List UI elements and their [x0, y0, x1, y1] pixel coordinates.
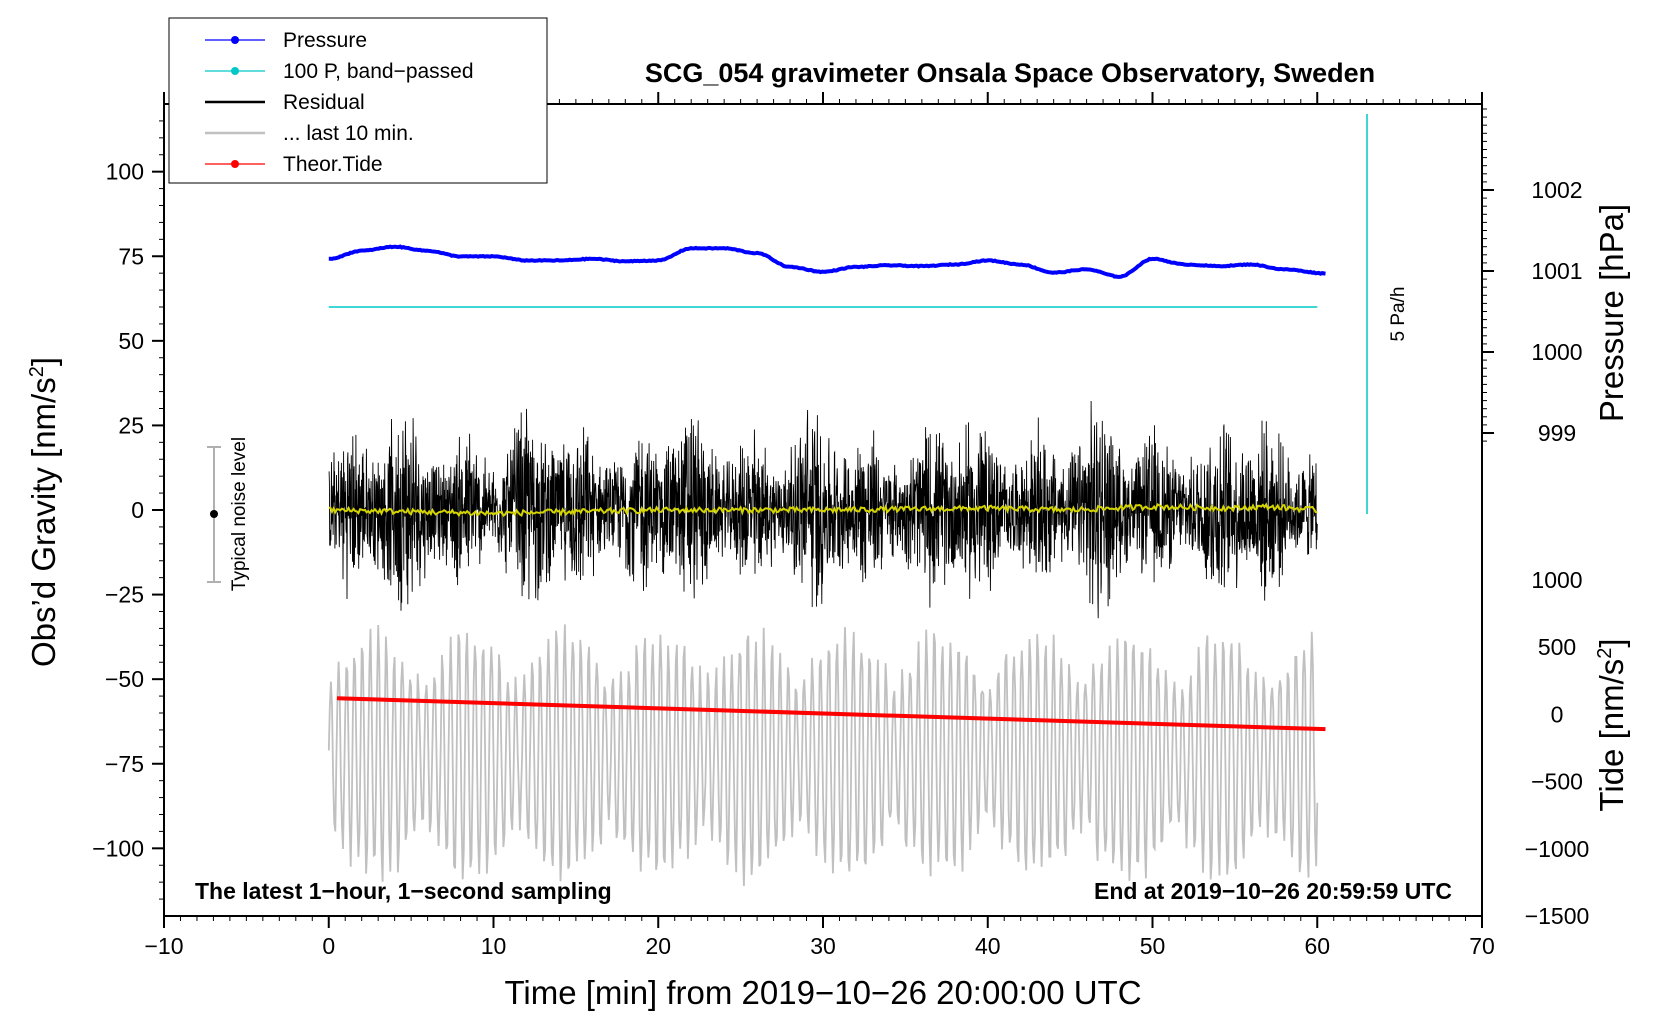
tide-tick-label: −500 [1531, 769, 1583, 795]
tide-tick-label: −1000 [1525, 836, 1590, 862]
noise-level-label: Typical noise level [229, 437, 250, 591]
x-tick-label: 10 [481, 933, 507, 959]
series-pressure [328, 244, 1326, 279]
x-axis-title: Time [min] from 2019−10−26 20:00:00 UTC [504, 974, 1141, 1011]
y-tick-label: −25 [105, 582, 144, 608]
x-tick-label: 30 [810, 933, 836, 959]
end-time-note: End at 2019−10−26 20:59:59 UTC [1094, 878, 1452, 904]
tide-tick-label: 500 [1538, 634, 1576, 660]
y-tick-label: −100 [92, 835, 144, 861]
tide-tick-label: −1500 [1525, 903, 1590, 929]
legend: Pressure 100 P, band−passed Residual ... la… [168, 17, 548, 184]
pressure-tick-label: 1002 [1531, 177, 1582, 203]
chart-title: SCG_054 gravimeter Onsala Space Observat… [645, 58, 1375, 88]
legend-label: Residual [283, 91, 365, 114]
x-tick-label: 60 [1304, 933, 1330, 959]
legend-label: 100 P, band−passed [283, 60, 474, 83]
x-tick-label: 70 [1469, 933, 1495, 959]
y-tick-label: 75 [118, 243, 144, 269]
noise-level-indicator [207, 446, 221, 583]
series-residual [328, 400, 1318, 619]
x-tick-label: −10 [144, 933, 183, 959]
y-tick-label: 0 [131, 497, 144, 523]
noise-bar-dot [210, 510, 218, 518]
tide-tick-label: 1000 [1531, 567, 1582, 593]
y-axis-tide-title: Tide [nm/s2] [1593, 638, 1630, 811]
y-tick-label: −75 [105, 751, 144, 777]
x-tick-label: 0 [322, 933, 335, 959]
x-tick-label: 40 [975, 933, 1001, 959]
y-tick-label: −50 [105, 666, 144, 692]
legend-label: ... last 10 min. [283, 122, 414, 145]
series-residual-smoothed [328, 502, 1318, 518]
legend-marker [231, 36, 239, 44]
y-axis-pressure-title: Pressure [hPa] [1593, 204, 1630, 422]
series-last-10-min [327, 624, 1319, 887]
x-tick-label: 20 [645, 933, 671, 959]
pressure-tick-label: 1001 [1531, 258, 1582, 284]
sampling-note: The latest 1−hour, 1−second sampling [195, 878, 612, 904]
y-axis-left-title: Obs’d Gravity [nm/s2] [25, 357, 62, 667]
legend-label: Theor.Tide [283, 153, 383, 176]
pressure-tick-label: 1000 [1531, 339, 1582, 365]
legend-marker [231, 160, 239, 168]
pressure-tick-label: 999 [1538, 420, 1576, 446]
legend-marker [231, 67, 239, 75]
tide-tick-label: 0 [1551, 701, 1564, 727]
legend-box [168, 17, 548, 184]
series-theoretical-tide [336, 696, 1326, 732]
scale-bar-label: 5 Pa/h [1388, 287, 1409, 342]
y-tick-label: 100 [106, 159, 144, 185]
y-tick-label: 50 [118, 328, 144, 354]
y-tick-label: 25 [118, 412, 144, 438]
x-tick-label: 50 [1140, 933, 1166, 959]
legend-label: Pressure [283, 29, 367, 52]
